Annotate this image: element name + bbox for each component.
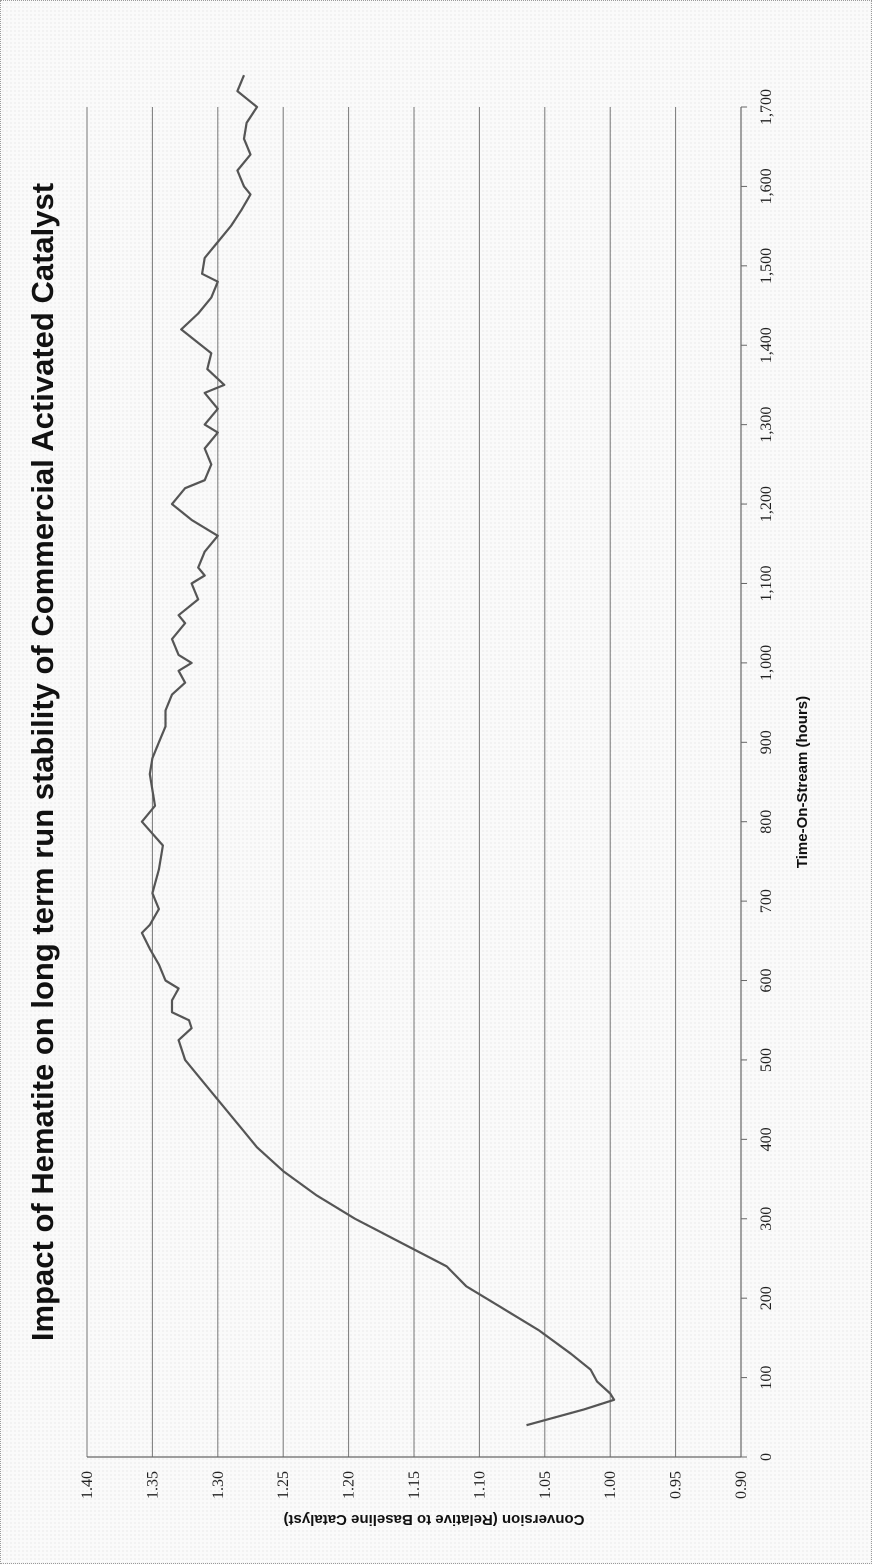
- grid-layer: [86, 107, 742, 1457]
- y-tick-label: 1.20: [341, 1471, 358, 1499]
- x-tick-label: 1,700: [758, 89, 775, 125]
- x-tick-label: 100: [758, 1366, 775, 1390]
- y-tick-label: 1.30: [210, 1471, 227, 1499]
- series-layer: [140, 74, 616, 1427]
- x-tick-label: 600: [758, 969, 775, 993]
- y-axis-label: Conversion (Relative to Baseline Catalys…: [284, 1511, 585, 1528]
- y-tick-label: 1.05: [537, 1471, 554, 1499]
- x-tick-label: 1,100: [758, 565, 775, 601]
- y-tick-label: 1.00: [602, 1471, 619, 1499]
- series-line-0: [140, 74, 616, 1427]
- text-layer: Impact of Hematite on long term run stab…: [25, 183, 811, 1528]
- x-tick-label: 1,400: [758, 327, 775, 363]
- x-tick-label: 700: [758, 889, 775, 913]
- x-tick-label: 0: [758, 1453, 775, 1461]
- y-tick-label: 1.35: [144, 1471, 161, 1499]
- x-tick-label: 400: [758, 1127, 775, 1151]
- x-tick-label: 200: [758, 1286, 775, 1310]
- x-tick-label: 300: [758, 1207, 775, 1231]
- x-tick-label: 900: [758, 730, 775, 754]
- x-tick-label: 1,600: [758, 168, 775, 204]
- y-tick-label: 1.10: [471, 1471, 488, 1499]
- x-tick-label: 1,300: [758, 407, 775, 443]
- x-tick-label: 1,500: [758, 248, 775, 284]
- y-tick-label: 0.95: [668, 1471, 685, 1499]
- y-tick-label: 1.15: [406, 1471, 423, 1499]
- x-tick-label: 800: [758, 810, 775, 834]
- x-tick-label: 1,000: [758, 645, 775, 681]
- chart-title: Impact of Hematite on long term run stab…: [25, 183, 60, 1341]
- x-axis-label: Time-On-Stream (hours): [794, 696, 811, 868]
- x-tick-label: 1,200: [758, 486, 775, 522]
- y-tick-label: 1.25: [275, 1471, 292, 1499]
- y-tick-label: 0.90: [733, 1471, 750, 1499]
- y-tick-label: 1.40: [79, 1471, 96, 1499]
- axis-layer: 0.90 0.95 1.00 1.05 1.10 1.15 1.20 1.25 1.30 1.35…: [79, 89, 775, 1499]
- chart-rotated-group: 0.90 0.95 1.00 1.05 1.10 1.15 1.20 1.25 1.30 1.35…: [25, 74, 811, 1528]
- x-tick-label: 500: [758, 1048, 775, 1072]
